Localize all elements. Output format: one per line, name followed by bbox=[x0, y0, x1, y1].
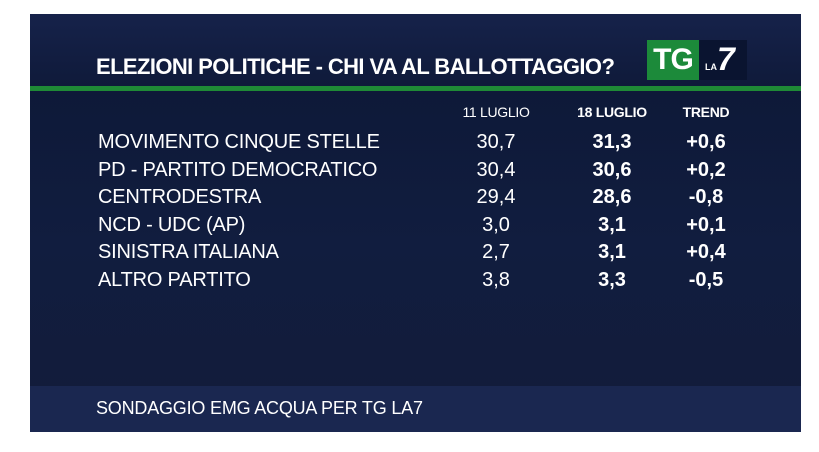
logo-tg: TG bbox=[647, 40, 699, 80]
value-11-luglio: 30,7 bbox=[476, 131, 516, 153]
tg-la7-logo: TG LA 7 bbox=[647, 40, 747, 80]
value-18-luglio: 28,6 bbox=[592, 186, 632, 209]
table-row: MOVIMENTO CINQUE STELLE 30,7 31,3 +0,6 bbox=[30, 128, 801, 156]
value-trend: -0,8 bbox=[688, 186, 724, 209]
header: ELEZIONI POLITICHE - CHI VA AL BALLOTTAG… bbox=[30, 14, 801, 86]
value-11-luglio: 3,8 bbox=[482, 269, 510, 291]
value-trend: +0,4 bbox=[686, 241, 726, 264]
party-name: PD - PARTITO DEMOCRATICO bbox=[98, 158, 378, 181]
party-name: NCD - UDC (AP) bbox=[98, 213, 246, 236]
party-name: SINISTRA ITALIANA bbox=[98, 241, 279, 264]
value-18-luglio: 3,1 bbox=[598, 241, 626, 264]
logo-la: LA bbox=[705, 62, 717, 72]
logo-la7: LA 7 bbox=[699, 40, 747, 80]
party-name: ALTRO PARTITO bbox=[98, 269, 251, 291]
logo-7: 7 bbox=[717, 41, 735, 77]
footer: SONDAGGIO EMG ACQUA PER TG LA7 bbox=[30, 386, 801, 432]
column-header-trend: TREND bbox=[682, 104, 730, 120]
table-row: CENTRODESTRA 29,4 28,6 -0,8 bbox=[30, 183, 801, 211]
table-row: ALTRO PARTITO 3,8 3,3 -0,5 bbox=[30, 266, 801, 294]
column-header-18-luglio: 18 LUGLIO bbox=[577, 104, 647, 120]
value-11-luglio: 30,4 bbox=[476, 158, 516, 181]
value-trend: +0,6 bbox=[686, 131, 726, 153]
value-18-luglio: 30,6 bbox=[592, 158, 632, 181]
table-row: PD - PARTITO DEMOCRATICO 30,4 30,6 +0,2 bbox=[30, 156, 801, 184]
value-trend: -0,5 bbox=[688, 269, 724, 291]
table-row: SINISTRA ITALIANA 2,7 3,1 +0,4 bbox=[30, 238, 801, 266]
broadcast-graphic: ELEZIONI POLITICHE - CHI VA AL BALLOTTAG… bbox=[30, 14, 801, 432]
value-18-luglio: 3,1 bbox=[598, 213, 626, 236]
party-name: MOVIMENTO CINQUE STELLE bbox=[98, 131, 380, 153]
source-caption: SONDAGGIO EMG ACQUA PER TG LA7 bbox=[96, 398, 423, 418]
accent-divider bbox=[30, 86, 801, 91]
party-name: CENTRODESTRA bbox=[98, 186, 262, 209]
value-18-luglio: 3,3 bbox=[598, 269, 626, 291]
value-18-luglio: 31,3 bbox=[592, 131, 632, 153]
value-trend: +0,1 bbox=[686, 213, 726, 236]
column-header-11-luglio: 11 LUGLIO bbox=[462, 104, 530, 120]
value-11-luglio: 29,4 bbox=[476, 186, 516, 209]
page-title: ELEZIONI POLITICHE - CHI VA AL BALLOTTAG… bbox=[96, 54, 615, 79]
value-trend: +0,2 bbox=[686, 158, 726, 181]
value-11-luglio: 2,7 bbox=[482, 241, 510, 264]
table-row: NCD - UDC (AP) 3,0 3,1 +0,1 bbox=[30, 211, 801, 239]
value-11-luglio: 3,0 bbox=[482, 213, 510, 236]
